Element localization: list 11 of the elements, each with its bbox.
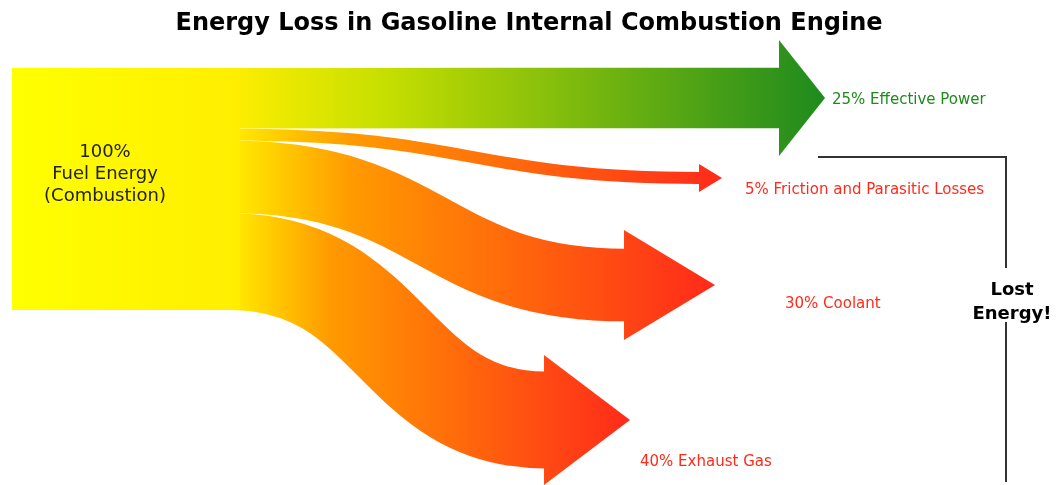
text: 100% Fuel Energy (Combustion) (44, 139, 166, 205)
text: Energy Loss in Gasoline Internal Combustion Engine (175, 8, 883, 37)
category-label: Friction and Parasitic Losses (773, 179, 985, 198)
category-label: Effective Power (870, 89, 987, 108)
text: Lost Energy! (972, 277, 1052, 323)
data-label: 25% (832, 89, 866, 108)
category-label: Exhaust Gas (678, 451, 772, 470)
category-label: Coolant (823, 293, 881, 312)
data-label: 5% (745, 179, 769, 198)
data-label: 30% (785, 293, 819, 312)
data-label: 40% (640, 451, 674, 470)
